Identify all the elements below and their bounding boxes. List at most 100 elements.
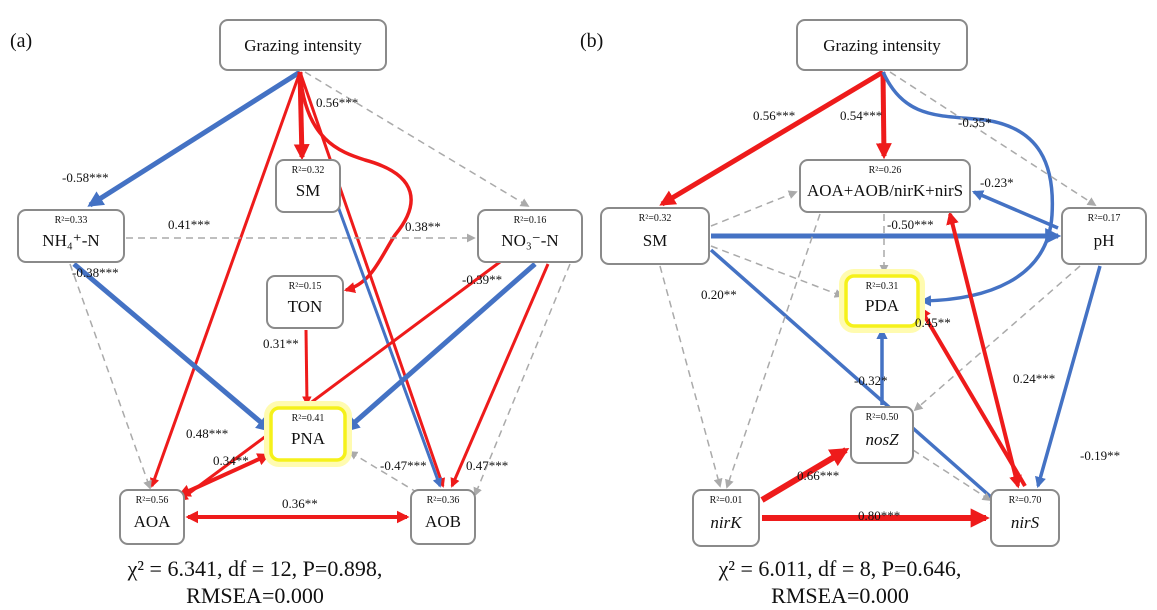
path-coefficient-label: 0.38** [405,219,441,234]
edge-nh4-to-pna [72,262,273,433]
node-a-aob: R²=0.36 AOB [410,489,476,545]
node-name-label: Grazing intensity [244,36,362,55]
node-r2-label: R²=0.16 [514,215,547,226]
edge-grazing-to-aob [298,71,446,488]
panel-label: (b) [580,30,603,52]
node-box [799,159,971,213]
edge-no3-to-aob [450,263,550,488]
edge-grazing-to-ton [298,71,413,294]
edge-nosz-to-nirs [912,449,992,501]
node-r2-label: R²=0.17 [1088,213,1121,224]
node-b-nirk: R²=0.01 nirK [692,489,760,547]
nodes-layer: Grazing intensity R²=0.33 NH₄⁺-N R²=0.32 SM R… [17,19,1147,547]
edge-grazing-to-aoa-nirk-nirs [875,71,892,160]
labels-layer: 0.56*** -0.58*** 0.41*** 0.38** -0.38*** -0.3… [10,30,1120,608]
node-highlight-glow [839,269,925,333]
rmsea-value: RMSEA=0.000 [771,583,909,608]
node-a-nh-n: R²=0.33 NH₄⁺-N [17,209,125,263]
node-box [269,406,347,462]
node-box [477,209,583,263]
path-coefficient-label: 0.54*** [840,108,882,123]
node-name-label: PNA [291,429,326,448]
node-name-label: nirS [1011,513,1040,532]
node-name-label: pH [1094,231,1115,250]
path-coefficient-label: 0.24*** [1013,371,1055,386]
fit-statistics: χ² = 6.011, df = 8, P=0.646, [718,556,962,581]
node-name-label: TON [288,297,323,316]
path-coefficient-label: -0.32* [854,373,888,388]
node-b-nosz: R²=0.50 nosZ [850,406,914,464]
node-b-pda: R²=0.31 PDA [839,269,925,333]
node-r2-label: R²=0.50 [866,412,899,423]
node-box [1061,207,1147,265]
edge-aoa-to-nirk [725,213,821,489]
node-name-label: AOB [425,512,461,531]
path-coefficient-label: -0.58*** [62,170,109,185]
node-b-aoa-aob-nirk-nirs: R²=0.26 AOA+AOB/nirK+nirS [799,159,971,213]
node-a-aoa: R²=0.56 AOA [119,489,185,545]
path-coefficient-label: 0.45** [915,315,951,330]
path-coefficient-label: -0.19** [1080,448,1120,463]
edge-ph-to-aoa-nirk-nirs [971,190,1059,230]
node-b-sm: R²=0.32 SM [600,207,710,265]
path-coefficient-label: -0.47*** [380,458,427,473]
edge-grazing-to-sm [659,69,885,207]
node-box [410,489,476,545]
node-r2-label: R²=0.32 [639,213,672,224]
node-r2-label: R²=0.33 [55,215,88,226]
node-r2-label: R²=0.36 [427,495,460,506]
edge-no3-to-pna [343,262,537,433]
node-a-pna: R²=0.41 PNA [264,401,352,467]
node-name-label: AOA+AOB/nirK+nirS [807,181,963,200]
rmsea-value: RMSEA=0.000 [186,583,324,608]
edge-nirk-to-nosz [760,447,850,503]
edge-nirs-to-aoa-nirk-nirs [946,211,1022,489]
path-coefficient-label: -0.35* [958,115,992,130]
path-coefficient-label: 0.47*** [466,458,508,473]
path-coefficient-label: 0.20** [701,287,737,302]
node-r2-label: R²=0.15 [289,281,322,292]
path-coefficient-label: 0.31** [263,336,299,351]
edge-ph-to-nirs [1035,265,1102,489]
node-highlight-glow [264,401,352,467]
node-box [266,275,344,329]
node-name-label: NO₃⁻-N [501,231,558,250]
path-coefficient-label: -0.39** [462,272,502,287]
node-r2-label: R²=0.01 [710,495,743,506]
path-coefficient-label: 0.56*** [753,108,795,123]
node-a-sm: R²=0.32 SM [275,159,341,213]
edge-no3-to-pna-dashed [473,263,571,497]
node-name-label: NH₄⁺-N [42,231,99,250]
node-r2-label: R²=0.41 [292,413,325,424]
path-coefficient-label: -0.50*** [887,217,934,232]
edge-grazing-to-aoa [150,71,302,488]
path-coefficient-label: -0.38*** [72,265,119,280]
path-coefficient-label: 0.36** [282,496,318,511]
node-box [796,19,968,71]
node-a-ton: R²=0.15 TON [266,275,344,329]
node-box [119,489,185,545]
node-r2-label: R²=0.70 [1009,495,1042,506]
node-name-label: PDA [865,296,900,315]
node-name-label: nosZ [865,430,899,449]
edge-grazing-to-ph [889,71,1097,206]
edge-sm-to-nirk [659,265,723,488]
fit-statistics: χ² = 6.341, df = 12, P=0.898, [127,556,383,581]
edge-aob-to-pna [348,451,419,494]
path-coefficient-label: 0.66*** [797,468,839,483]
path-coefficient-label: 0.34** [213,453,249,468]
node-a-no-n: R²=0.16 NO₃⁻-N [477,209,583,263]
edge-aoa-pna [177,453,271,497]
edge-sm-to-aoa-nirk-nirs [710,190,798,227]
path-coefficient-label: -0.23* [980,175,1014,190]
panel-label: (a) [10,30,32,52]
node-name-label: SM [643,231,668,250]
node-name-label: nirK [710,513,743,532]
node-b-grazing-intensity: Grazing intensity [796,19,968,71]
node-box [990,489,1060,547]
path-coefficient-label: 0.41*** [168,217,210,232]
node-box [600,207,710,265]
path-coefficient-label: 0.48*** [186,426,228,441]
edge-grazing-to-nh4 [87,69,302,208]
